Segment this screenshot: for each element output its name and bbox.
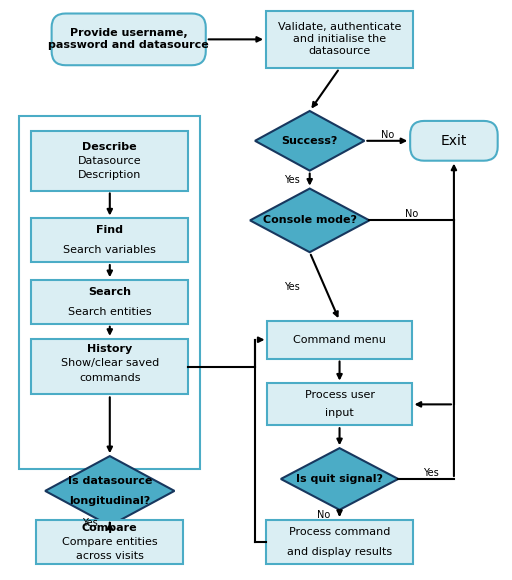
Text: Yes: Yes: [284, 175, 300, 184]
Text: Describe: Describe: [82, 142, 137, 152]
Bar: [36, 520, 183, 564]
Bar: [31, 339, 188, 394]
Text: Datasource: Datasource: [78, 155, 142, 166]
Text: No: No: [317, 510, 330, 520]
Text: Success?: Success?: [282, 136, 338, 146]
Text: and initialise the: and initialise the: [293, 34, 386, 44]
Text: Search variables: Search variables: [63, 245, 156, 255]
Bar: [31, 131, 188, 191]
Text: Console mode?: Console mode?: [263, 215, 357, 226]
Text: Command menu: Command menu: [293, 335, 386, 345]
Text: commands: commands: [79, 372, 141, 383]
Bar: [266, 520, 413, 564]
Polygon shape: [281, 448, 398, 510]
Text: Is datasource: Is datasource: [68, 476, 152, 486]
Text: Validate, authenticate: Validate, authenticate: [278, 23, 401, 32]
FancyBboxPatch shape: [52, 13, 206, 65]
Text: Yes: Yes: [284, 281, 300, 292]
Text: Yes: Yes: [82, 518, 98, 528]
Bar: [266, 10, 413, 68]
Text: Search: Search: [88, 287, 131, 297]
Polygon shape: [255, 111, 365, 171]
Text: Exit: Exit: [441, 134, 467, 148]
Text: Compare: Compare: [82, 523, 138, 532]
Text: datasource: datasource: [308, 46, 371, 56]
Bar: [267, 321, 412, 358]
Text: Compare entities: Compare entities: [62, 536, 158, 546]
Text: across visits: across visits: [76, 550, 144, 560]
Text: No: No: [380, 130, 394, 140]
Text: password and datasource: password and datasource: [48, 41, 209, 50]
Text: and display results: and display results: [287, 546, 392, 557]
Bar: [267, 383, 412, 425]
Text: No: No: [405, 209, 418, 219]
Text: input: input: [325, 408, 354, 418]
Text: Is quit signal?: Is quit signal?: [296, 474, 383, 484]
Text: Yes: Yes: [423, 468, 439, 478]
Text: Process command: Process command: [289, 527, 390, 536]
Text: Description: Description: [78, 169, 141, 180]
Text: Search entities: Search entities: [68, 307, 152, 317]
Polygon shape: [250, 188, 369, 252]
Text: Find: Find: [96, 225, 123, 235]
Text: Show/clear saved: Show/clear saved: [61, 358, 159, 368]
Text: Provide username,: Provide username,: [70, 28, 187, 38]
Bar: [31, 219, 188, 262]
FancyBboxPatch shape: [410, 121, 498, 161]
Text: longitudinal?: longitudinal?: [69, 496, 151, 506]
Text: History: History: [87, 344, 133, 354]
Text: Process user: Process user: [305, 390, 375, 400]
Bar: [19, 116, 200, 469]
Bar: [31, 280, 188, 324]
Polygon shape: [45, 456, 175, 525]
